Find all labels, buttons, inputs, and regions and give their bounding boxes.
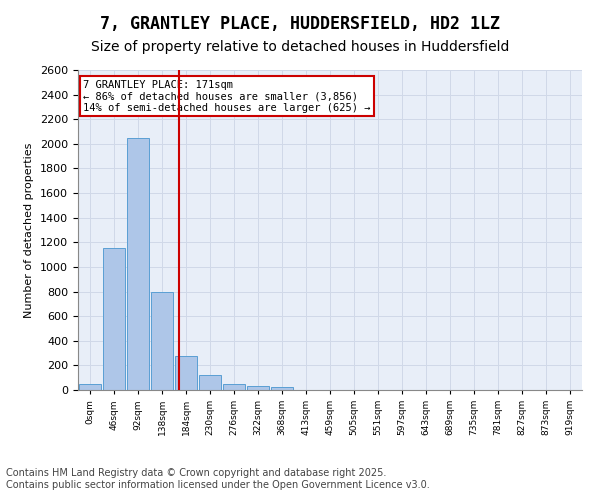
Bar <box>79 384 101 390</box>
Text: Contains HM Land Registry data © Crown copyright and database right 2025.
Contai: Contains HM Land Registry data © Crown c… <box>6 468 430 490</box>
Y-axis label: Number of detached properties: Number of detached properties <box>25 142 34 318</box>
Bar <box>223 384 245 390</box>
Bar <box>127 138 149 390</box>
Bar <box>175 356 197 390</box>
Text: Size of property relative to detached houses in Huddersfield: Size of property relative to detached ho… <box>91 40 509 54</box>
Text: 7, GRANTLEY PLACE, HUDDERSFIELD, HD2 1LZ: 7, GRANTLEY PLACE, HUDDERSFIELD, HD2 1LZ <box>100 15 500 33</box>
Bar <box>103 248 125 390</box>
Text: 7 GRANTLEY PLACE: 171sqm
← 86% of detached houses are smaller (3,856)
14% of sem: 7 GRANTLEY PLACE: 171sqm ← 86% of detach… <box>83 80 371 113</box>
Bar <box>271 387 293 390</box>
Bar <box>151 292 173 390</box>
Bar <box>199 375 221 390</box>
Bar <box>247 386 269 390</box>
